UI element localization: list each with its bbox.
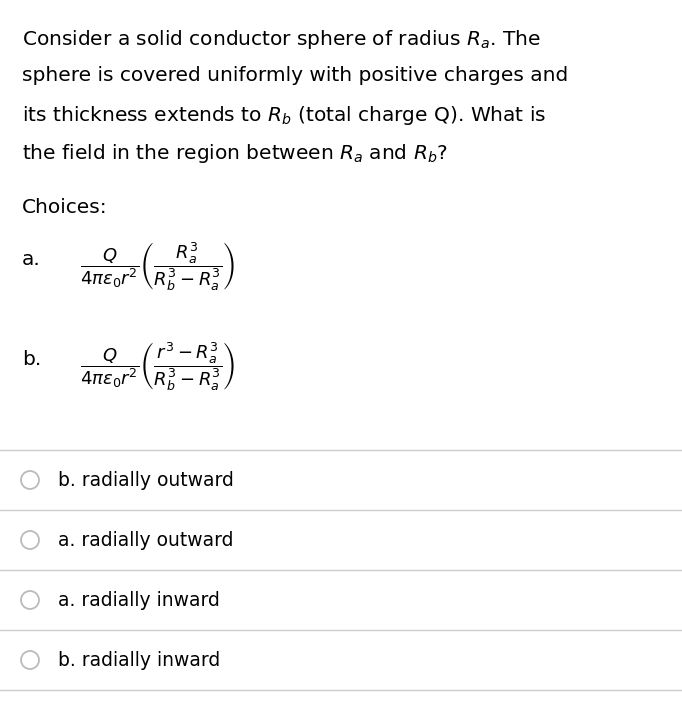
- Text: $\dfrac{Q}{4\pi\epsilon_0 r^2}\left(\dfrac{R_a^3}{R_b^3-R_a^3}\right)$: $\dfrac{Q}{4\pi\epsilon_0 r^2}\left(\dfr…: [80, 240, 235, 292]
- Text: b.: b.: [22, 350, 41, 369]
- Text: b. radially outward: b. radially outward: [58, 471, 234, 489]
- Text: a.: a.: [22, 250, 41, 269]
- Text: a. radially inward: a. radially inward: [58, 590, 220, 610]
- Text: Consider a solid conductor sphere of radius $R_a$. The: Consider a solid conductor sphere of rad…: [22, 28, 541, 51]
- Text: $\dfrac{Q}{4\pi\epsilon_0 r^2}\left(\dfrac{r^3-R_a^3}{R_b^3-R_a^3}\right)$: $\dfrac{Q}{4\pi\epsilon_0 r^2}\left(\dfr…: [80, 340, 235, 392]
- Text: Choices:: Choices:: [22, 198, 108, 217]
- Text: sphere is covered uniformly with positive charges and: sphere is covered uniformly with positiv…: [22, 66, 568, 85]
- Text: its thickness extends to $R_b$ (total charge Q). What is: its thickness extends to $R_b$ (total ch…: [22, 104, 546, 127]
- Text: a. radially outward: a. radially outward: [58, 530, 233, 549]
- Text: the field in the region between $R_a$ and $R_b$?: the field in the region between $R_a$ an…: [22, 142, 448, 165]
- Text: b. radially inward: b. radially inward: [58, 651, 220, 670]
